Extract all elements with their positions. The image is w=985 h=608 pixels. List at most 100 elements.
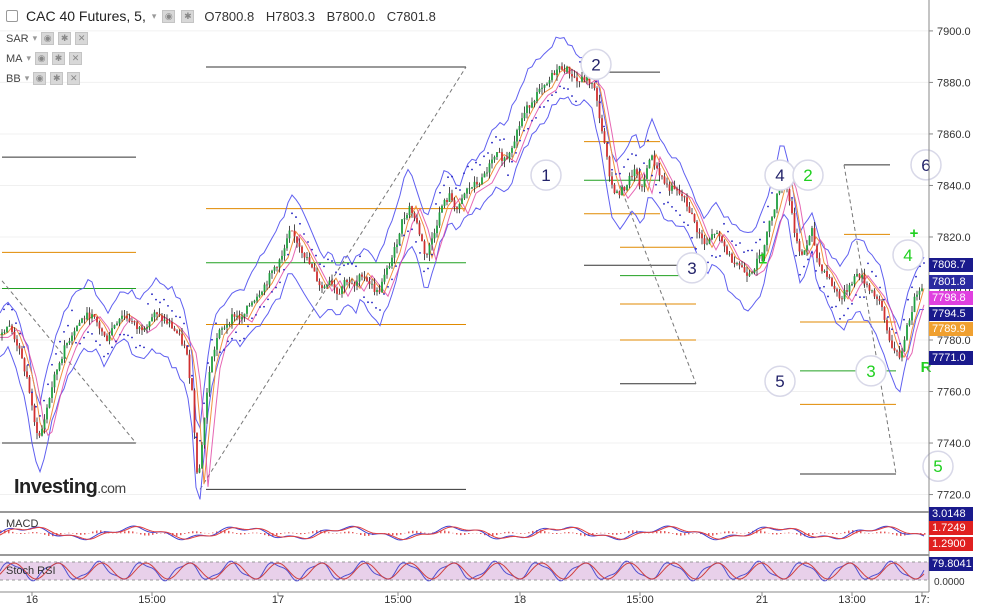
macd-hist-bar	[788, 532, 790, 534]
candle-body	[531, 102, 533, 108]
macd-hist-bar	[804, 533, 806, 537]
macd-hist-bar	[368, 533, 370, 536]
sar-dot	[835, 305, 837, 308]
macd-hist-bar	[592, 533, 594, 536]
sar-dot	[595, 80, 597, 83]
symbol-title[interactable]: CAC 40 Futures, 5,	[26, 8, 146, 24]
sar-dot	[847, 307, 849, 310]
macd-hist-bar	[276, 533, 278, 536]
sar-dot	[663, 203, 665, 205]
x-tick-label: 21	[756, 594, 768, 606]
candle-body	[348, 282, 351, 284]
macd-hist-bar	[668, 531, 670, 534]
sar-dot	[539, 106, 541, 109]
settings-icon[interactable]: ✱	[58, 32, 72, 45]
sar-dot	[475, 161, 477, 164]
macd-hist-bar	[728, 531, 730, 534]
macd-hist-bar	[4, 530, 6, 534]
visibility-icon[interactable]: ◉	[41, 32, 55, 45]
macd-value-label: 1.7249	[929, 521, 973, 535]
close-value: C7801.8	[386, 8, 436, 24]
chevron-down-icon[interactable]: ▾	[151, 10, 157, 21]
sar-dot	[735, 244, 737, 247]
candle-body	[426, 254, 428, 255]
sar-dot	[807, 258, 809, 261]
macd-hist-bar	[508, 531, 510, 534]
candle-body	[291, 230, 293, 232]
sar-dot	[615, 173, 617, 175]
candle-body	[468, 188, 471, 190]
candle-body	[898, 351, 901, 358]
candle-body	[741, 265, 743, 268]
candle-body	[356, 281, 358, 286]
macd-hist-bar	[60, 533, 62, 535]
macd-hist-bar	[424, 532, 426, 534]
macd-hist-bar	[256, 532, 258, 534]
candle-body	[871, 290, 873, 292]
x-tick-label: 15:00	[626, 594, 654, 606]
chevron-down-icon[interactable]: ▾	[32, 33, 38, 43]
candle-body	[666, 183, 668, 185]
macd-hist-bar	[304, 533, 306, 534]
visibility-icon[interactable]: ◉	[162, 9, 176, 23]
close-icon[interactable]: ✕	[69, 52, 83, 65]
candle-body	[571, 74, 573, 77]
logo-main: Investing	[14, 476, 98, 498]
indicator-row-bb[interactable]: BB ▾ ◉ ✱ ✕	[6, 72, 81, 85]
sar-dot	[207, 362, 209, 364]
candle-body	[588, 75, 591, 84]
wave-label: 4	[775, 166, 784, 185]
candle-body	[503, 157, 506, 161]
candle-body	[636, 169, 638, 175]
sar-dot	[627, 158, 629, 161]
candle-body	[73, 331, 76, 336]
indicator-row-ma[interactable]: MA ▾ ◉ ✱ ✕	[6, 52, 83, 65]
candle-body	[211, 356, 213, 372]
chevron-down-icon[interactable]: ▾	[24, 73, 30, 83]
macd-hist-bar	[808, 533, 810, 536]
sar-dot	[331, 260, 333, 262]
sar-dot	[407, 230, 409, 233]
chevron-down-icon[interactable]: ▾	[26, 53, 32, 63]
macd-label[interactable]: MACD	[6, 518, 39, 530]
sar-dot	[47, 383, 49, 386]
candle-body	[38, 432, 41, 436]
macd-hist-bar	[620, 533, 622, 535]
settings-icon[interactable]: ✱	[52, 52, 66, 65]
visibility-icon[interactable]: ◉	[33, 72, 47, 85]
sar-dot	[839, 317, 841, 320]
sar-dot	[439, 191, 441, 194]
macd-hist-bar	[568, 532, 570, 534]
candle-body	[58, 363, 61, 370]
candle-body	[386, 267, 388, 275]
candle-body	[518, 125, 521, 131]
candle-body	[398, 233, 401, 245]
candle-body	[656, 165, 658, 169]
sar-dot	[387, 286, 389, 288]
ma-line-2	[0, 68, 925, 487]
macd-hist-bar	[292, 532, 294, 534]
settings-icon[interactable]: ✱	[181, 9, 195, 23]
sar-dot	[375, 307, 377, 309]
settings-icon[interactable]: ✱	[50, 72, 64, 85]
candle-body	[411, 206, 413, 213]
sar-dot	[635, 154, 637, 157]
price-label: 7808.7	[929, 258, 973, 272]
macd-hist-bar	[888, 532, 890, 534]
candle-body	[916, 294, 918, 297]
macd-hist-bar	[544, 531, 546, 534]
candle-body	[1, 332, 3, 335]
candle-body	[603, 131, 606, 143]
candle-body	[18, 345, 21, 349]
close-icon[interactable]: ✕	[67, 72, 81, 85]
indicator-row-sar[interactable]: SAR ▾ ◉ ✱ ✕	[6, 32, 89, 45]
close-icon[interactable]: ✕	[75, 32, 89, 45]
macd-hist-bar	[456, 533, 458, 535]
wave-label: 1	[759, 251, 767, 268]
visibility-icon[interactable]: ◉	[35, 52, 49, 65]
stoch-rsi-label[interactable]: Stoch RSI	[6, 565, 56, 577]
candle-body	[661, 175, 663, 177]
menu-icon[interactable]	[6, 10, 18, 22]
sar-dot	[903, 318, 905, 321]
